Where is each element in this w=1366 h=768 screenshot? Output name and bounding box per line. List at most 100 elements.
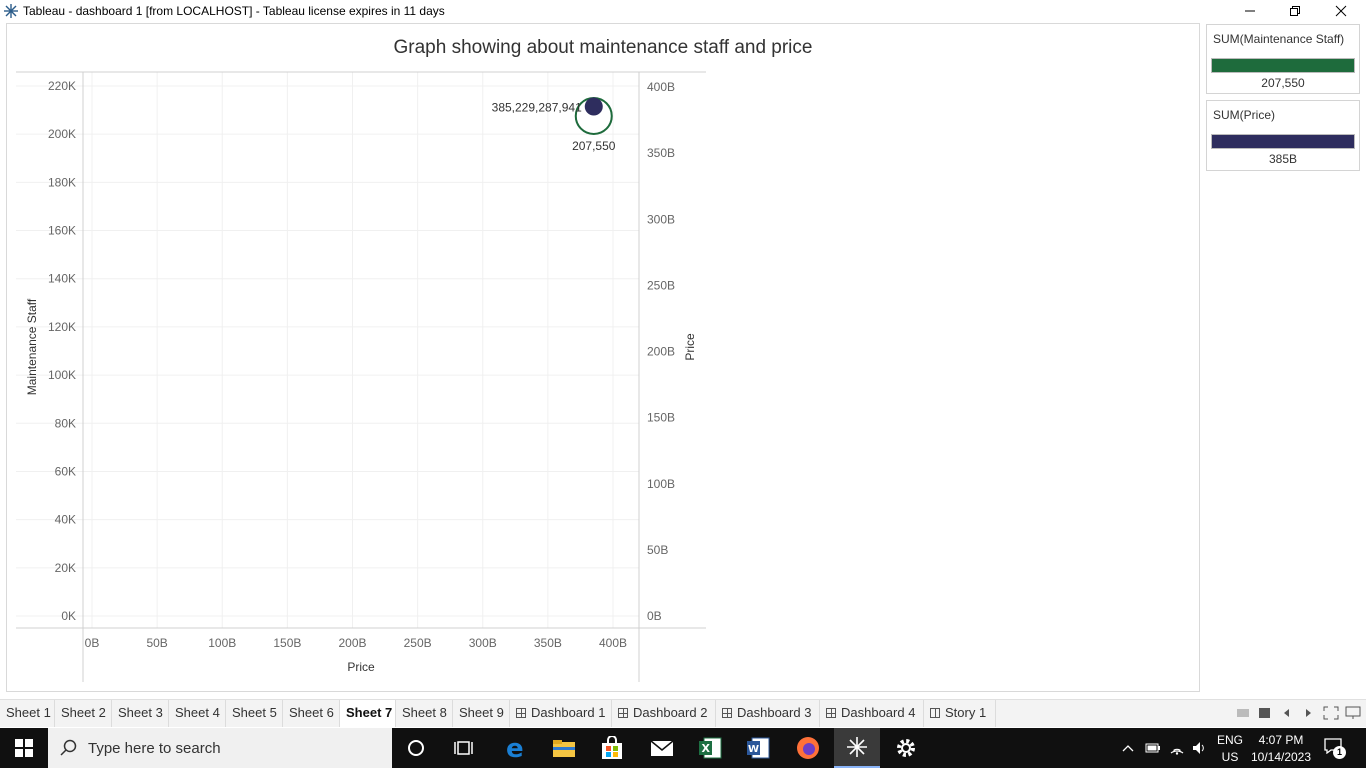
y-tick-label: 80K bbox=[55, 416, 76, 430]
tab-label: Story 1 bbox=[945, 705, 987, 720]
tab-dashboard-3[interactable]: Dashboard 3 bbox=[716, 700, 820, 727]
taskbar-tableau[interactable] bbox=[834, 728, 880, 768]
y2-tick-label: 0B bbox=[647, 609, 662, 623]
taskbar-file-explorer[interactable] bbox=[542, 728, 586, 768]
search-placeholder: Type here to search bbox=[88, 740, 221, 757]
close-button[interactable] bbox=[1318, 0, 1364, 22]
y-tick-label: 120K bbox=[48, 320, 76, 334]
fit-screen-icon[interactable] bbox=[1323, 706, 1339, 720]
tableau-icon bbox=[4, 4, 18, 18]
windows-taskbar: Type here to search e X W ENG US 4:07 PM… bbox=[0, 728, 1366, 768]
tab-story-1[interactable]: Story 1 bbox=[924, 700, 996, 727]
word-icon: W bbox=[747, 737, 770, 759]
y-tick-label: 220K bbox=[48, 79, 76, 93]
dashboard-icon bbox=[826, 708, 836, 718]
task-view-button[interactable] bbox=[444, 728, 484, 768]
y-tick-label: 60K bbox=[55, 464, 76, 478]
tab-sheet-8[interactable]: Sheet 8 bbox=[396, 700, 453, 727]
search-icon bbox=[60, 739, 77, 756]
tab-sheet-4[interactable]: Sheet 4 bbox=[169, 700, 226, 727]
x-tick-label: 0B bbox=[85, 636, 100, 650]
y-tick-label: 180K bbox=[48, 175, 76, 189]
y2-tick-label: 300B bbox=[647, 212, 675, 226]
start-button[interactable] bbox=[0, 728, 48, 768]
wifi-icon[interactable] bbox=[1169, 740, 1185, 756]
price-point bbox=[584, 97, 603, 116]
legend-value: 207,550 bbox=[1261, 76, 1305, 90]
cortana-button[interactable] bbox=[396, 728, 436, 768]
y-tick-label: 0K bbox=[61, 609, 76, 623]
minimize-button[interactable] bbox=[1227, 0, 1273, 22]
notification-icon bbox=[1324, 738, 1342, 755]
svg-text:W: W bbox=[748, 744, 759, 755]
taskbar-store[interactable] bbox=[590, 728, 634, 768]
x-tick-label: 350B bbox=[534, 636, 562, 650]
next-sheet-icon[interactable] bbox=[1302, 706, 1314, 720]
taskbar-search-box[interactable]: Type here to search bbox=[48, 728, 392, 768]
y2-tick-label: 350B bbox=[647, 146, 675, 160]
tab-sheet-1[interactable]: Sheet 1 bbox=[0, 700, 55, 727]
taskbar-excel[interactable]: X bbox=[688, 728, 732, 768]
filmstrip-view-icon[interactable] bbox=[1236, 706, 1250, 720]
y-tick-label: 40K bbox=[55, 513, 76, 527]
tab-label: Sheet 5 bbox=[232, 705, 277, 720]
language-indicator[interactable]: ENG US bbox=[1213, 733, 1247, 764]
language-code: ENG bbox=[1216, 733, 1243, 747]
tab-label: Sheet 7 bbox=[346, 705, 393, 720]
folder-icon bbox=[553, 740, 575, 757]
legend-title: SUM(Maintenance Staff) bbox=[1213, 32, 1345, 46]
y2-tick-label: 50B bbox=[647, 543, 668, 557]
task-view-icon bbox=[454, 741, 473, 755]
notification-count-badge: 1 bbox=[1333, 746, 1346, 759]
y2-tick-label: 200B bbox=[647, 345, 675, 359]
tab-label: Sheet 9 bbox=[459, 705, 504, 720]
taskbar-mail[interactable] bbox=[640, 728, 684, 768]
maintenance-staff-data-label: 207,550 bbox=[572, 139, 616, 153]
tab-sheet-6[interactable]: Sheet 6 bbox=[283, 700, 340, 727]
notifications-button[interactable]: 1 bbox=[1324, 738, 1346, 759]
tab-sheet-5[interactable]: Sheet 5 bbox=[226, 700, 283, 727]
dashboard-icon bbox=[618, 708, 628, 718]
tab-dashboard-1[interactable]: Dashboard 1 bbox=[510, 700, 612, 727]
legend-maintenance-staff[interactable]: SUM(Maintenance Staff) 207,550 bbox=[1206, 24, 1360, 94]
store-icon bbox=[602, 736, 622, 759]
y-tick-label: 160K bbox=[48, 224, 76, 238]
tab-dashboard-2[interactable]: Dashboard 2 bbox=[612, 700, 716, 727]
taskbar-edge[interactable]: e bbox=[494, 728, 538, 768]
svg-text:e: e bbox=[506, 736, 524, 760]
tab-label: Dashboard 4 bbox=[841, 705, 916, 720]
dashboard-icon bbox=[722, 708, 732, 718]
tab-label: Sheet 3 bbox=[118, 705, 163, 720]
tab-label: Sheet 8 bbox=[402, 705, 447, 720]
battery-icon[interactable] bbox=[1145, 742, 1161, 754]
tab-sheet-7[interactable]: Sheet 7 bbox=[340, 700, 396, 727]
window-titlebar: Tableau - dashboard 1 [from LOCALHOST] -… bbox=[0, 0, 1366, 22]
tab-dashboard-4[interactable]: Dashboard 4 bbox=[820, 700, 924, 727]
taskbar-settings[interactable] bbox=[884, 728, 928, 768]
tab-sheet-9[interactable]: Sheet 9 bbox=[453, 700, 510, 727]
gear-icon bbox=[897, 739, 915, 757]
close-icon bbox=[1335, 5, 1347, 17]
taskbar-word[interactable]: W bbox=[736, 728, 780, 768]
tab-label: Sheet 4 bbox=[175, 705, 220, 720]
chevron-up-icon[interactable] bbox=[1122, 743, 1134, 753]
x-tick-label: 150B bbox=[273, 636, 301, 650]
speaker-icon[interactable] bbox=[1191, 740, 1207, 756]
tab-sheet-2[interactable]: Sheet 2 bbox=[55, 700, 112, 727]
legend-price[interactable]: SUM(Price) 385B bbox=[1206, 100, 1360, 171]
mail-icon bbox=[650, 740, 674, 756]
y2-tick-label: 250B bbox=[647, 278, 675, 292]
svg-text:X: X bbox=[702, 742, 711, 755]
previous-sheet-icon[interactable] bbox=[1281, 706, 1293, 720]
y-tick-label: 200K bbox=[48, 127, 76, 141]
presentation-mode-icon[interactable] bbox=[1345, 706, 1361, 720]
scatter-chart[interactable]: 0B 50B 100B 150B 200B 250B 300B 350B 400B 0K 20K 40… bbox=[0, 0, 1200, 695]
tab-label: Dashboard 2 bbox=[633, 705, 708, 720]
taskbar-firefox[interactable] bbox=[786, 728, 830, 768]
edge-icon: e bbox=[506, 736, 524, 760]
restore-button[interactable] bbox=[1272, 0, 1318, 22]
tab-sheet-3[interactable]: Sheet 3 bbox=[112, 700, 169, 727]
clock[interactable]: 4:07 PM 10/14/2023 bbox=[1249, 733, 1313, 764]
y-tick-label: 100K bbox=[48, 368, 76, 382]
tabs-view-icon[interactable] bbox=[1258, 706, 1272, 720]
